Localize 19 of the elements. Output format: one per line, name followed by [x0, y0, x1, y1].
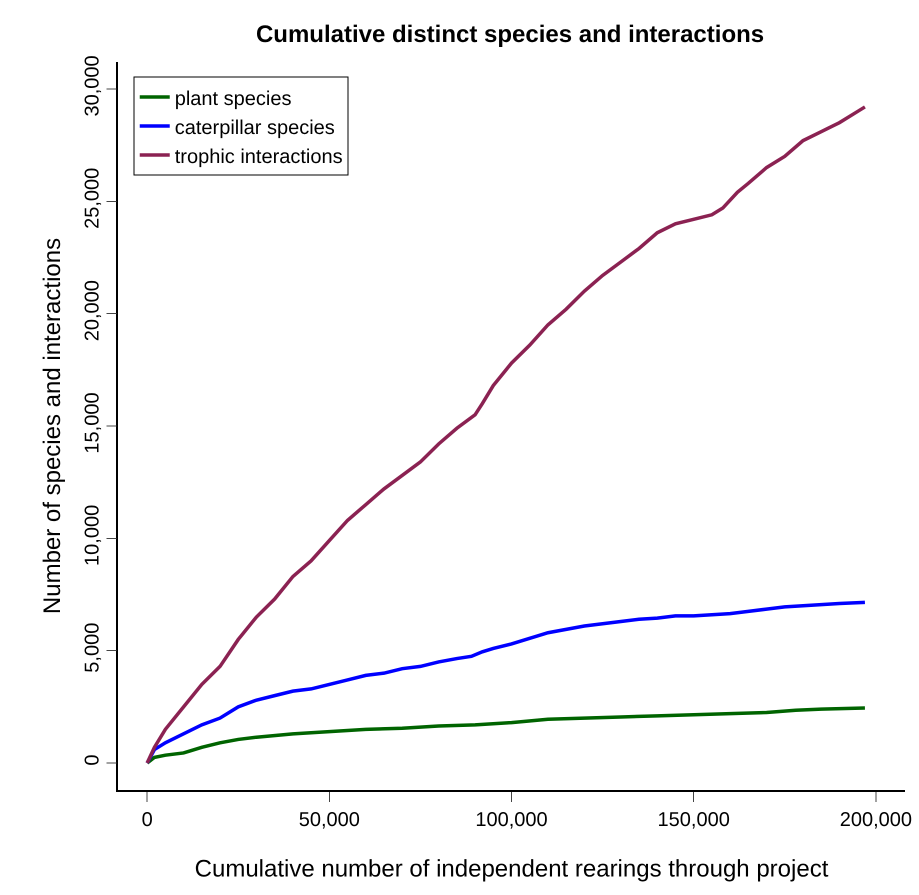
x-tick-label: 100,000 — [475, 808, 548, 831]
x-tick-label: 150,000 — [658, 808, 730, 831]
y-tick-label: 5,000 — [81, 622, 104, 673]
y-tick-label: 0 — [81, 754, 104, 766]
y-tick-label: 20,000 — [81, 280, 104, 342]
chart-title: Cumulative distinct species and interactions — [256, 20, 764, 48]
y-tick-label: 10,000 — [81, 504, 104, 566]
legend-label: trophic interactions — [174, 146, 343, 168]
y-tick-label: 15,000 — [81, 392, 104, 454]
x-tick-label: 200,000 — [840, 808, 912, 831]
y-tick-label: 25,000 — [81, 168, 104, 229]
y-axis-title: Number of species and interactions — [38, 238, 66, 614]
line-series — [145, 706, 867, 765]
x-tick-label: 50,000 — [298, 808, 360, 831]
x-tick-label: 0 — [142, 808, 153, 831]
legend-label: plant species — [174, 88, 292, 110]
legend-label: caterpillar species — [174, 116, 335, 139]
x-axis-title: Cumulative number of independent rearings through project — [194, 856, 829, 883]
y-tick-label: 30,000 — [81, 55, 104, 117]
